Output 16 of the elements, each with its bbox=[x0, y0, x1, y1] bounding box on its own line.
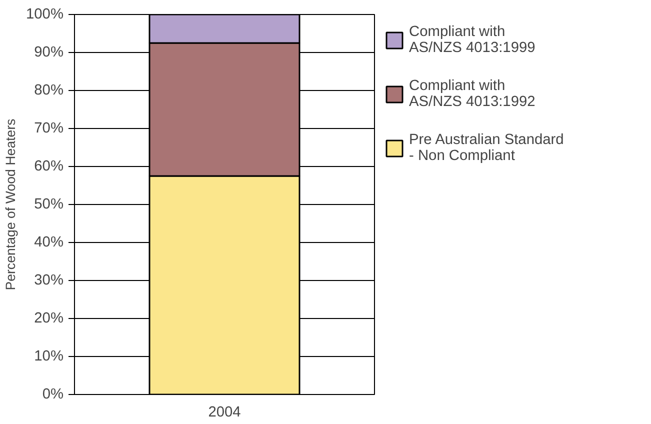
y-tick-label: 40% bbox=[34, 234, 64, 250]
y-tick-label: 30% bbox=[34, 272, 64, 288]
y-tick-label: 10% bbox=[34, 348, 64, 364]
legend-label: Pre Australian Standard - Non Compliant bbox=[409, 132, 564, 164]
y-tick-label: 60% bbox=[34, 158, 64, 174]
legend-label: Compliant with AS/NZS 4013:1999 bbox=[409, 24, 536, 56]
y-tick-label: 20% bbox=[34, 310, 64, 326]
y-tick-label: 0% bbox=[42, 386, 64, 402]
y-tick-label: 90% bbox=[34, 44, 64, 60]
y-tick-label: 50% bbox=[34, 196, 64, 212]
legend-label: Compliant with AS/NZS 4013:1992 bbox=[409, 78, 536, 110]
x-tick-label: 2004 bbox=[208, 404, 241, 420]
y-tick-label: 70% bbox=[34, 120, 64, 136]
y-tick-label: 80% bbox=[34, 82, 64, 98]
y-tick-label: 100% bbox=[26, 6, 64, 22]
y-axis-title: Percentage of Wood Heaters bbox=[3, 118, 18, 290]
